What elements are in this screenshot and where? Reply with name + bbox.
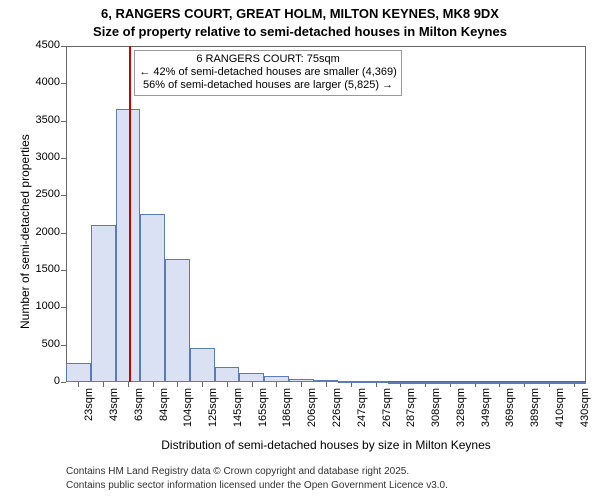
x-tick-label: 186sqm [281, 388, 293, 438]
histogram-bar [190, 348, 215, 382]
x-tick-label: 63sqm [133, 388, 145, 438]
x-tick-label: 226sqm [331, 388, 343, 438]
y-tick-label: 1000 [24, 300, 60, 312]
x-tick-label: 287sqm [405, 388, 417, 438]
x-tick-label: 369sqm [504, 388, 516, 438]
x-tick-label: 145sqm [232, 388, 244, 438]
x-tick-label: 84sqm [158, 388, 170, 438]
y-tick-mark [61, 195, 66, 196]
y-tick-label: 3000 [24, 151, 60, 163]
x-tick-mark [78, 382, 79, 387]
histogram-bar [140, 214, 165, 382]
histogram-bar [239, 373, 264, 382]
histogram-bar [66, 363, 91, 382]
annotation-box: 6 RANGERS COURT: 75sqm ← 42% of semi-det… [134, 50, 401, 96]
annotation-line1: 6 RANGERS COURT: 75sqm [139, 53, 396, 66]
histogram-bar [289, 379, 314, 382]
y-tick-label: 4500 [24, 39, 60, 51]
y-tick-label: 2000 [24, 226, 60, 238]
x-tick-label: 349sqm [480, 388, 492, 438]
chart-container: { "title": { "line1": "6, RANGERS COURT,… [0, 0, 600, 500]
x-tick-label: 328sqm [455, 388, 467, 438]
x-tick-mark [202, 382, 203, 387]
x-tick-label: 308sqm [430, 388, 442, 438]
x-tick-mark [326, 382, 327, 387]
y-tick-label: 0 [24, 375, 60, 387]
histogram-bar [314, 380, 339, 382]
histogram-bar [561, 382, 586, 384]
x-tick-mark [153, 382, 154, 387]
x-tick-label: 389sqm [529, 388, 541, 438]
chart-title-line1: 6, RANGERS COURT, GREAT HOLM, MILTON KEY… [0, 6, 600, 21]
histogram-bar [116, 109, 141, 382]
y-tick-mark [61, 158, 66, 159]
x-tick-label: 23sqm [83, 388, 95, 438]
histogram-bar [437, 382, 462, 384]
chart-subtitle: Size of property relative to semi-detach… [0, 24, 600, 39]
y-tick-mark [61, 270, 66, 271]
x-tick-label: 410sqm [554, 388, 566, 438]
y-tick-mark [61, 382, 66, 383]
x-tick-label: 125sqm [207, 388, 219, 438]
x-tick-mark [301, 382, 302, 387]
x-tick-label: 43sqm [108, 388, 120, 438]
y-tick-mark [61, 83, 66, 84]
property-marker-line [129, 46, 131, 382]
y-tick-mark [61, 233, 66, 234]
footer-line1: Contains HM Land Registry data © Crown c… [66, 466, 409, 477]
histogram-bar [165, 259, 190, 382]
y-tick-mark [61, 345, 66, 346]
x-tick-mark [128, 382, 129, 387]
histogram-bar [338, 381, 363, 383]
annotation-line3: 56% of semi-detached houses are larger (… [139, 79, 396, 92]
histogram-bar [413, 382, 438, 384]
y-tick-label: 2500 [24, 188, 60, 200]
histogram-bar [487, 382, 512, 384]
x-tick-label: 267sqm [381, 388, 393, 438]
y-tick-label: 500 [24, 338, 60, 350]
x-tick-label: 430sqm [579, 388, 591, 438]
y-tick-label: 1500 [24, 263, 60, 275]
x-tick-label: 247sqm [356, 388, 368, 438]
annotation-line2: ← 42% of semi-detached houses are smalle… [139, 66, 396, 79]
y-tick-mark [61, 121, 66, 122]
histogram-bar [363, 381, 388, 383]
x-tick-label: 165sqm [257, 388, 269, 438]
x-tick-label: 104sqm [182, 388, 194, 438]
y-tick-label: 4000 [24, 76, 60, 88]
x-tick-mark [103, 382, 104, 387]
histogram-bar [512, 382, 537, 384]
y-tick-mark [61, 46, 66, 47]
x-tick-label: 206sqm [306, 388, 318, 438]
x-tick-mark [276, 382, 277, 387]
histogram-bar [536, 382, 561, 384]
x-tick-mark [252, 382, 253, 387]
histogram-bar [388, 382, 413, 384]
y-tick-label: 3500 [24, 114, 60, 126]
y-tick-mark [61, 307, 66, 308]
x-axis-label: Distribution of semi-detached houses by … [66, 438, 586, 452]
x-tick-mark [177, 382, 178, 387]
x-tick-mark [227, 382, 228, 387]
footer-line2: Contains public sector information licen… [66, 480, 448, 491]
histogram-bar [215, 367, 240, 382]
histogram-bar [462, 382, 487, 384]
histogram-bar [91, 225, 116, 382]
histogram-bar [264, 376, 289, 382]
